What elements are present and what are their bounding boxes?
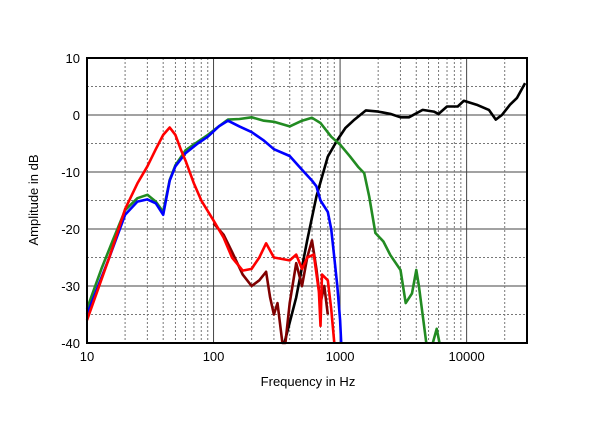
series-line-3: [85, 119, 343, 344]
series-line-0: [283, 82, 527, 344]
x-tick-label: 10000: [449, 349, 485, 364]
y-tick-label: -40: [61, 336, 80, 351]
y-tick-label: 0: [73, 108, 80, 123]
y-tick-label: -30: [61, 279, 80, 294]
x-axis-label: Frequency in Hz: [261, 374, 356, 389]
y-tick-label: 10: [66, 51, 80, 66]
x-tick-label: 1000: [326, 349, 355, 364]
y-axis-label: Amplitude in dB: [26, 154, 41, 245]
x-tick-label: 100: [203, 349, 225, 364]
series-line-4: [212, 222, 330, 345]
x-tick-label: 10: [80, 349, 94, 364]
series-line-1: [85, 116, 428, 344]
y-tick-labels: 10 0 -10 -20 -30 -40: [61, 51, 80, 351]
series-group: [85, 82, 527, 345]
y-tick-label: -10: [61, 165, 80, 180]
series-line-5: [85, 126, 336, 344]
y-tick-label: -20: [61, 222, 80, 237]
x-tick-labels: 10 100 1000 10000: [80, 349, 485, 364]
plot-frame: [86, 57, 528, 344]
series-line-2: [431, 327, 441, 344]
